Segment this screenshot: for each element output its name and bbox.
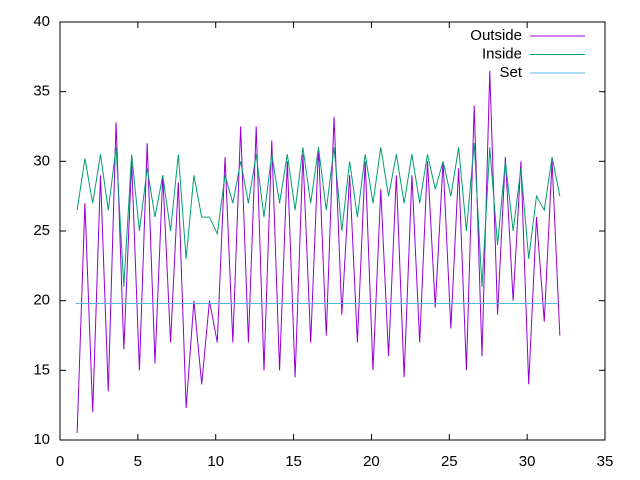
- y-tick-label: 15: [33, 361, 50, 378]
- legend-label: Set: [499, 64, 522, 81]
- y-tick-label: 20: [33, 292, 50, 309]
- x-tick-label: 30: [519, 453, 536, 470]
- x-tick-label: 25: [441, 453, 458, 470]
- y-tick-label: 10: [33, 431, 50, 448]
- data-line: [76, 70, 561, 434]
- x-tick-label: 5: [134, 453, 142, 470]
- x-tick-label: 35: [597, 453, 614, 470]
- y-tick-label: 30: [33, 152, 50, 169]
- legend-label: Inside: [482, 45, 522, 62]
- x-tick-label: 0: [56, 453, 64, 470]
- y-tick-label: 40: [33, 13, 50, 30]
- legend-label: Outside: [470, 27, 522, 44]
- y-tick-label: 25: [33, 222, 50, 239]
- x-tick-label: 15: [285, 453, 302, 470]
- x-tick-label: 10: [207, 453, 224, 470]
- x-tick-label: 20: [363, 453, 380, 470]
- y-tick-label: 35: [33, 83, 50, 100]
- data-line: [76, 143, 561, 287]
